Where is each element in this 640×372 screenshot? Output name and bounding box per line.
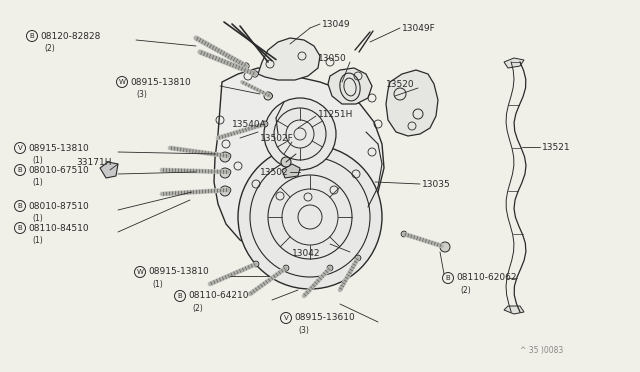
Text: 11251H: 11251H — [318, 109, 353, 119]
Circle shape — [243, 63, 249, 69]
Circle shape — [15, 142, 26, 154]
Circle shape — [225, 153, 231, 159]
Text: V: V — [18, 145, 22, 151]
Text: B: B — [18, 225, 22, 231]
Text: W: W — [136, 269, 143, 275]
Text: 08010-87510: 08010-87510 — [28, 202, 89, 211]
Polygon shape — [504, 58, 524, 68]
Text: 13502: 13502 — [260, 167, 289, 176]
Text: V: V — [284, 315, 289, 321]
Text: 13050: 13050 — [318, 54, 347, 62]
Circle shape — [220, 152, 230, 162]
Circle shape — [220, 168, 230, 178]
Circle shape — [268, 93, 273, 99]
Text: W: W — [118, 79, 125, 85]
Circle shape — [355, 255, 361, 261]
Circle shape — [327, 265, 333, 271]
Text: B: B — [178, 293, 182, 299]
Text: (1): (1) — [32, 235, 43, 244]
Text: 13520: 13520 — [386, 80, 415, 89]
Text: 13521: 13521 — [542, 142, 571, 151]
Polygon shape — [258, 38, 320, 80]
Text: (1): (1) — [32, 177, 43, 186]
Circle shape — [281, 157, 291, 167]
Text: (2): (2) — [192, 304, 203, 312]
Polygon shape — [214, 68, 384, 254]
Text: B: B — [18, 167, 22, 173]
Circle shape — [15, 201, 26, 212]
Circle shape — [116, 77, 127, 87]
Circle shape — [252, 71, 258, 77]
Text: 08915-13810: 08915-13810 — [148, 267, 209, 276]
Text: 08915-13610: 08915-13610 — [294, 314, 355, 323]
Text: (3): (3) — [136, 90, 147, 99]
Text: (1): (1) — [152, 279, 163, 289]
Text: (3): (3) — [298, 326, 309, 334]
Circle shape — [225, 169, 231, 175]
Text: B: B — [445, 275, 451, 281]
Text: (2): (2) — [460, 285, 471, 295]
Circle shape — [220, 186, 230, 196]
Text: 13540A: 13540A — [232, 119, 267, 128]
Circle shape — [264, 92, 272, 100]
Circle shape — [264, 98, 336, 170]
Circle shape — [238, 145, 382, 289]
Circle shape — [253, 261, 259, 267]
Circle shape — [15, 222, 26, 234]
Text: B: B — [29, 33, 35, 39]
Text: (1): (1) — [32, 155, 43, 164]
Polygon shape — [386, 70, 438, 136]
Circle shape — [26, 31, 38, 42]
Circle shape — [440, 242, 450, 252]
Text: 13049F: 13049F — [402, 23, 436, 32]
Circle shape — [15, 164, 26, 176]
Circle shape — [225, 187, 231, 193]
Text: 13035: 13035 — [422, 180, 451, 189]
Polygon shape — [100, 162, 118, 178]
Circle shape — [280, 312, 291, 324]
Text: 08915-13810: 08915-13810 — [28, 144, 89, 153]
Polygon shape — [282, 164, 300, 178]
Circle shape — [262, 121, 268, 127]
Text: 08120-82828: 08120-82828 — [40, 32, 100, 41]
Polygon shape — [328, 68, 372, 104]
Circle shape — [175, 291, 186, 301]
Text: B: B — [18, 203, 22, 209]
Text: (2): (2) — [44, 44, 55, 52]
Text: 08110-84510: 08110-84510 — [28, 224, 88, 232]
Circle shape — [442, 273, 454, 283]
Text: 08110-62062: 08110-62062 — [456, 273, 516, 282]
Circle shape — [284, 265, 289, 271]
Circle shape — [401, 231, 407, 237]
Text: 13502F: 13502F — [260, 134, 294, 142]
Text: 08010-67510: 08010-67510 — [28, 166, 89, 174]
Polygon shape — [504, 306, 524, 314]
Text: ^ 35 )0083: ^ 35 )0083 — [520, 346, 563, 355]
Text: 08110-64210: 08110-64210 — [188, 292, 248, 301]
Text: 13049: 13049 — [322, 19, 351, 29]
Text: (1): (1) — [32, 214, 43, 222]
Text: 08915-13810: 08915-13810 — [130, 77, 191, 87]
Circle shape — [134, 266, 145, 278]
Text: 33171H: 33171H — [76, 157, 111, 167]
Text: 13042: 13042 — [292, 250, 321, 259]
